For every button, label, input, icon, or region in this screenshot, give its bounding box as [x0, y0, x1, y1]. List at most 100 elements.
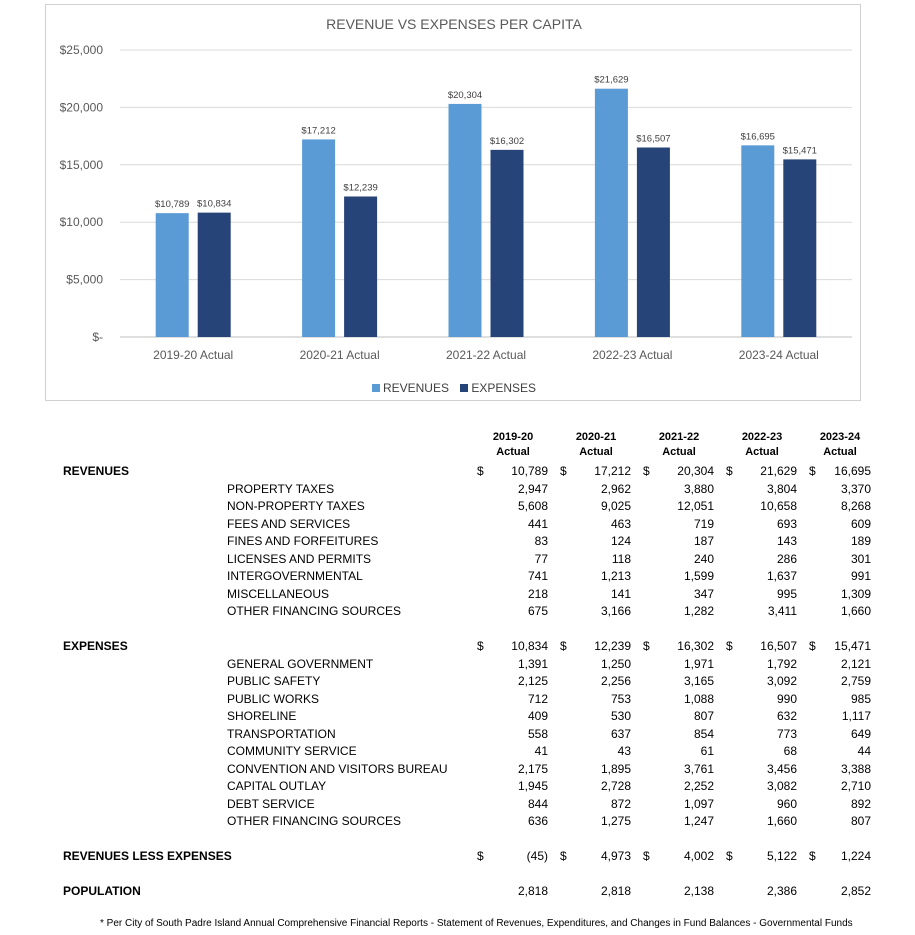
expense-value: 2,125 — [517, 674, 548, 688]
revenue-value: 609 — [850, 516, 871, 531]
chart-legend: REVENUES EXPENSES — [46, 380, 862, 395]
expense-value: 2,710 — [840, 779, 871, 793]
column-header-type: Actual — [745, 446, 779, 458]
data-label: $17,212 — [301, 125, 335, 136]
net-value: (45) — [526, 849, 548, 863]
expense-value: 409 — [527, 709, 548, 723]
expense-value: 2,252 — [683, 779, 714, 793]
expense-value: 1,088 — [683, 691, 714, 706]
net-value: 4,002 — [683, 849, 714, 863]
revenue-value: 9,025 — [600, 499, 631, 513]
legend-item-revenues: REVENUES — [371, 380, 449, 396]
data-label: $10,834 — [197, 199, 231, 210]
revenue-value: 2,962 — [600, 481, 631, 496]
legend-label-expenses: EXPENSES — [471, 381, 537, 396]
expenses-total: 12,239 — [594, 639, 631, 653]
data-label: $12,239 — [343, 182, 377, 193]
bar-revenues — [448, 103, 482, 337]
currency-symbol: $ — [477, 849, 484, 863]
expense-value: 632 — [776, 709, 797, 723]
currency-symbol: $ — [643, 849, 650, 863]
expense-value: 2,175 — [517, 761, 548, 776]
revenue-value: 3,411 — [767, 604, 797, 618]
column-header: 2020-21 Actual — [556, 430, 636, 460]
revenue-value: 3,880 — [683, 481, 714, 496]
currency-symbol: $ — [560, 464, 567, 478]
revenue-value: 719 — [693, 516, 714, 531]
currency-symbol: $ — [809, 464, 816, 478]
expenses-total: 16,302 — [677, 639, 714, 653]
revenue-value: 693 — [776, 516, 797, 531]
net-value: 4,973 — [600, 849, 631, 863]
expense-row-label: CAPITAL OUTLAY — [227, 779, 327, 793]
revenue-row-label: LICENSES AND PERMITS — [227, 551, 372, 566]
expenses-heading: EXPENSES — [63, 639, 128, 653]
expense-value: 530 — [610, 709, 631, 723]
bar-expenses — [636, 147, 670, 337]
net-value: 5,122 — [766, 849, 797, 863]
revenue-value: 463 — [610, 516, 631, 531]
population-value: 2,852 — [840, 884, 871, 898]
expense-value: 558 — [527, 726, 548, 741]
currency-symbol: $ — [726, 849, 733, 863]
revenue-value: 5,608 — [517, 499, 548, 513]
expense-row-label: GENERAL GOVERNMENT — [227, 656, 374, 671]
expense-value: 2,256 — [600, 674, 631, 688]
revenues-total: 21,629 — [760, 464, 797, 478]
expense-value: 854 — [693, 726, 714, 741]
revenue-row-label: PROPERTY TAXES — [227, 481, 335, 496]
expense-value: 773 — [776, 726, 797, 741]
expense-row-label: COMMUNITY SERVICE — [227, 744, 357, 758]
expense-row-label: SHORELINE — [227, 709, 297, 723]
expense-value: 1,391 — [517, 656, 548, 671]
column-header-type: Actual — [662, 446, 696, 458]
revenue-value: 143 — [776, 534, 797, 548]
x-tick-label: 2021-22 Actual — [446, 348, 526, 362]
revenue-row-label: FEES AND SERVICES — [227, 516, 351, 531]
column-header-type: Actual — [579, 446, 613, 458]
revenue-value: 240 — [693, 551, 714, 566]
population-value: 2,138 — [683, 884, 714, 898]
expense-value: 1,250 — [600, 656, 631, 671]
y-tick-label: $20,000 — [60, 100, 104, 114]
bar-revenues — [741, 145, 775, 337]
expense-value: 61 — [700, 744, 714, 758]
revenue-value: 3,370 — [840, 481, 871, 496]
currency-symbol: $ — [643, 639, 650, 653]
revenue-value: 347 — [693, 586, 714, 601]
bar-expenses — [490, 149, 524, 337]
bar-expenses — [197, 212, 231, 337]
y-tick-label: $10,000 — [60, 215, 104, 229]
expense-value: 1,895 — [600, 761, 631, 776]
revenue-value: 12,051 — [677, 499, 714, 513]
expenses-total: 10,834 — [511, 639, 548, 653]
revenue-value: 83 — [534, 534, 548, 548]
revenue-value: 1,660 — [840, 604, 871, 618]
expense-value: 1,792 — [766, 656, 797, 671]
expense-value: 990 — [776, 691, 797, 706]
revenue-value: 189 — [850, 534, 871, 548]
legend-label-revenues: REVENUES — [382, 381, 449, 396]
expense-value: 1,117 — [841, 709, 871, 723]
expense-value: 1,945 — [517, 779, 548, 793]
currency-symbol: $ — [726, 639, 733, 653]
data-label: $16,507 — [636, 133, 670, 144]
expense-value: 892 — [850, 796, 871, 811]
expenses-total: 16,507 — [760, 639, 797, 653]
revenue-value: 187 — [693, 534, 714, 548]
legend-item-expenses: EXPENSES — [460, 380, 536, 395]
expense-value: 3,761 — [683, 761, 714, 776]
revenue-value: 1,599 — [683, 569, 714, 583]
revenue-value: 118 — [611, 551, 631, 566]
revenue-value: 8,268 — [840, 499, 871, 513]
revenue-value: 286 — [776, 551, 797, 566]
column-header-year: 2023-24 — [819, 431, 861, 443]
expense-value: 2,728 — [600, 779, 631, 793]
column-header-year: 2022-23 — [741, 431, 783, 443]
population-heading: POPULATION — [63, 884, 141, 898]
expense-value: 68 — [783, 744, 797, 758]
column-header: 2022-23 Actual — [722, 430, 802, 460]
revenue-value: 991 — [850, 569, 871, 583]
expense-value: 43 — [617, 744, 631, 758]
expense-value: 1,247 — [683, 814, 714, 828]
